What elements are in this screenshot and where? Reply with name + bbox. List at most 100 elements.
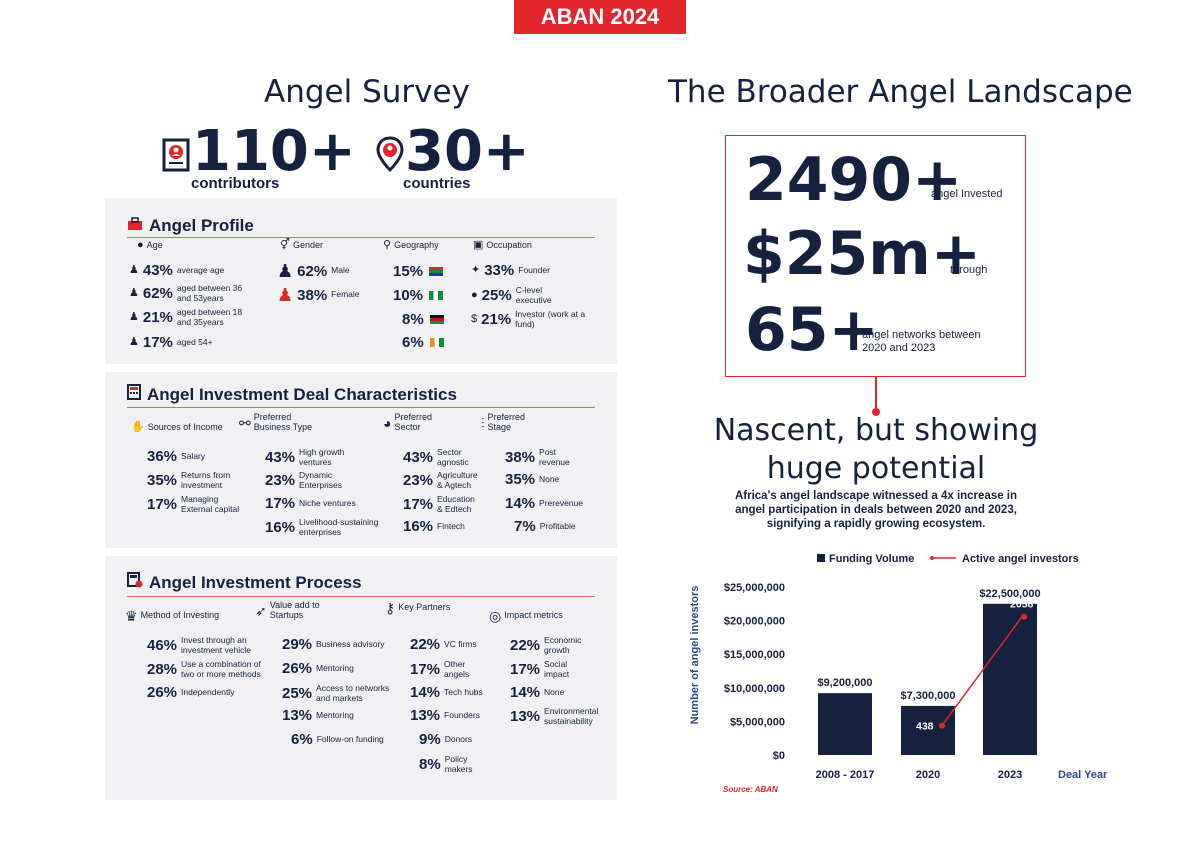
method-stat: 26% Independently bbox=[147, 684, 235, 701]
business-stat: 23% Dynamic Enterprises bbox=[265, 470, 343, 490]
geo-stat: 8% bbox=[402, 311, 444, 328]
age-stat: ♟ 62% aged between 36 and 53years bbox=[129, 283, 243, 303]
nigeria-flag bbox=[429, 291, 444, 300]
networks-label: angel networks between 2020 and 2023 bbox=[862, 329, 981, 355]
impact-stat: 14% None bbox=[510, 684, 565, 701]
investors-point bbox=[939, 722, 945, 729]
partner-stat: 13% Founders bbox=[410, 707, 480, 724]
process-icon bbox=[127, 572, 143, 593]
value-stat: 29% Business advisory bbox=[282, 636, 385, 653]
gender-col-header: ⚥ Gender bbox=[280, 239, 323, 251]
investors-value-label: 2058 bbox=[1010, 599, 1034, 611]
income-col-header: ✋ Sources of Income bbox=[131, 421, 223, 433]
bar-value-label: $7,300,000 bbox=[900, 690, 955, 702]
divider bbox=[127, 407, 595, 408]
angels-number: 2490+ bbox=[745, 145, 963, 215]
key-icon: ⚷ bbox=[385, 600, 396, 616]
handshake-icon: ⚯ bbox=[239, 414, 251, 431]
bar bbox=[818, 693, 872, 755]
location-pin-icon bbox=[376, 136, 404, 177]
angels-label: angel Invested bbox=[931, 188, 1003, 200]
method-col-header: ♛ Method of Investing bbox=[125, 608, 220, 624]
aban-2024-banner: ABAN 2024 bbox=[514, 0, 686, 34]
business-stat: 17% Niche ventures bbox=[265, 495, 356, 512]
male-icon: ♟ bbox=[277, 261, 294, 281]
person-icon: ♟ bbox=[129, 311, 139, 324]
impact-col-header: ◎ Impact metrics bbox=[489, 608, 563, 624]
bar bbox=[901, 705, 955, 755]
target-icon: ◎ bbox=[489, 608, 502, 624]
partners-col-header: ⚷ Key Partners bbox=[385, 600, 451, 616]
age-stat: ♟ 21% aged between 18 and 35years bbox=[129, 307, 243, 327]
income-stat: 17% Managing External capital bbox=[147, 494, 240, 514]
stage-stat: 38% Post revenue bbox=[505, 447, 570, 467]
y-tick-label: $0 bbox=[773, 750, 785, 762]
income-stat: 35% Returns from investment bbox=[147, 470, 231, 490]
age-stat: ♟ 17% aged 54+ bbox=[129, 334, 213, 351]
briefcase-icon bbox=[127, 216, 143, 236]
sector-stat: 43% Sector agnostic bbox=[403, 447, 469, 467]
occupation-col-header: ▣ Occupation bbox=[473, 239, 532, 251]
sector-col-header: ◕ Preferred Sector bbox=[383, 412, 432, 432]
impact-stat: 17% Social impact bbox=[510, 659, 570, 679]
briefcase-small-icon: ▣ bbox=[473, 239, 484, 251]
clock-icon: ● bbox=[137, 239, 144, 251]
y-tick-label: $15,000,000 bbox=[724, 649, 785, 661]
gender-stat: ♟ 38% Female bbox=[277, 285, 360, 305]
y-axis-label: Number of angel investors bbox=[689, 586, 701, 725]
funding-label: through bbox=[950, 264, 988, 276]
funding-number: $25m+ bbox=[743, 219, 982, 289]
geo-stat: 6% bbox=[402, 334, 444, 351]
angel-profile-title: Angel Profile bbox=[149, 216, 254, 235]
x-tick-label: 2020 bbox=[916, 769, 940, 781]
gender-icon: ⚥ bbox=[280, 239, 290, 251]
money-hand-icon: ✋ bbox=[131, 421, 145, 433]
founder-icon: ✦ bbox=[471, 264, 481, 276]
business-stat: 16% Livelihood-sustaining enterprises bbox=[265, 517, 379, 537]
stage-stat: 35% None bbox=[505, 471, 560, 488]
legend-funding-label: Funding Volume bbox=[829, 553, 914, 565]
investors-point bbox=[1021, 613, 1027, 620]
x-axis-label: Deal Year bbox=[1058, 769, 1108, 781]
geo-stat: 15% bbox=[393, 263, 444, 280]
deal-title: Angel Investment Deal Characteristics bbox=[147, 384, 457, 404]
stage-stat: 14% Prerevenue bbox=[505, 495, 583, 512]
age-stat: ♟ 43% average age bbox=[129, 262, 225, 279]
angel-survey-title: Angel Survey bbox=[264, 74, 470, 110]
person-icon: ♟ bbox=[129, 264, 139, 276]
contributors-label: contributors bbox=[191, 175, 280, 192]
y-tick-label: $5,000,000 bbox=[730, 716, 785, 728]
method-stat: 46% Invest through an investment vehicle bbox=[147, 635, 251, 655]
angel-profile-panel: Angel Profile ● Age ⚥ Gender ⚲ Geography ▣ O… bbox=[105, 198, 617, 364]
money-bag-icon: ♛ bbox=[125, 608, 138, 624]
south-africa-flag bbox=[429, 267, 444, 276]
business-col-header: ⚯ Preferred Business Type bbox=[239, 412, 313, 432]
stage-stat: 7% Profitable bbox=[514, 518, 576, 535]
landscape-title: The Broader Angel Landscape bbox=[668, 74, 1133, 110]
value-stat: 13% Mentoring bbox=[282, 707, 354, 724]
person-icon: ♟ bbox=[129, 287, 139, 300]
connector-line bbox=[875, 377, 877, 411]
legend-investors-label: Active angel investors bbox=[962, 553, 1079, 565]
partner-stat: 22% VC firms bbox=[410, 636, 477, 653]
y-tick-label: $20,000,000 bbox=[724, 616, 785, 628]
calculator-icon bbox=[127, 384, 141, 405]
value-col-header: ➶ Value add to Startups bbox=[255, 600, 320, 620]
source-note: Source: ABAN bbox=[723, 785, 778, 794]
pie-chart-icon: ◕ bbox=[383, 414, 392, 431]
contributors-number: 110+ bbox=[192, 119, 356, 184]
partner-stat: 8% Policy makers bbox=[419, 754, 473, 774]
countries-number: 30+ bbox=[405, 119, 530, 184]
investment-process-panel: Angel Investment Process ♛ Method of Inve… bbox=[105, 556, 617, 800]
impact-stat: 13% Environmental sustainability bbox=[510, 706, 599, 726]
sector-stat: 23% Agriculture & Agtech bbox=[403, 470, 478, 490]
headline: Nascent, but showing huge potential bbox=[713, 413, 1039, 486]
deal-characteristics-panel: Angel Investment Deal Characteristics ✋ S… bbox=[105, 372, 617, 548]
value-stat: 6% Follow-on funding bbox=[291, 731, 384, 748]
connector-dot bbox=[872, 408, 880, 416]
bar-value-label: $9,200,000 bbox=[817, 677, 872, 689]
legend-bar-swatch bbox=[817, 554, 825, 562]
y-tick-label: $10,000,000 bbox=[724, 683, 785, 695]
divider bbox=[127, 596, 595, 597]
process-heading: Angel Investment Process bbox=[127, 572, 362, 593]
